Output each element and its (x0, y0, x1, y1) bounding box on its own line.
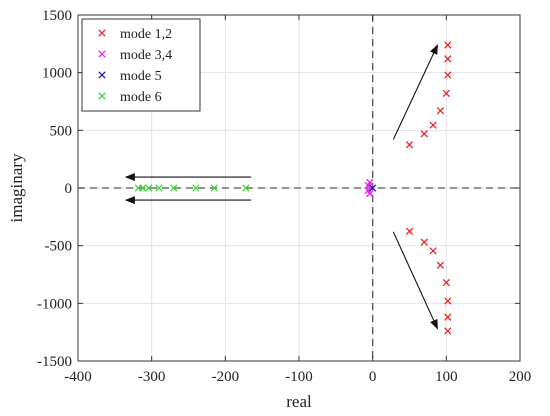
point-mode-6 (210, 184, 218, 192)
x-tick-label: -100 (285, 369, 313, 385)
legend-marker (98, 71, 106, 79)
legend: mode 1,2 mode 3,4 mode 5 mode 6 (81, 18, 201, 112)
point-mode-1-2 (444, 327, 452, 335)
x-tick-label: -300 (138, 369, 166, 385)
x-tick-label: -400 (64, 369, 92, 385)
legend-marker (98, 29, 106, 37)
point-mode-1-2 (405, 227, 414, 235)
x-axis-label: real (286, 392, 312, 411)
legend-label: mode 5 (120, 69, 162, 84)
point-mode-1-2 (442, 89, 450, 98)
legend-marker (98, 92, 106, 100)
point-mode-1-2 (420, 130, 428, 138)
point-mode-1-2 (420, 238, 428, 246)
x-tick-label: 0 (369, 369, 377, 385)
direction-arrows (124, 44, 438, 330)
point-mode-1-2 (429, 121, 437, 129)
axis-ticks: -400 -300 -200 -100 0 100 200-1500-1000-500050… (37, 8, 531, 385)
y-tick-label: -1500 (37, 354, 72, 370)
direction-arrow (392, 44, 438, 140)
direction-arrow (392, 231, 438, 330)
point-mode-1-2 (444, 41, 452, 49)
point-mode-1-2 (436, 261, 445, 269)
point-mode-3-4 (364, 186, 372, 195)
point-mode-6 (242, 184, 250, 192)
legend-label: mode 6 (120, 90, 162, 105)
point-mode-6 (192, 184, 200, 192)
point-mode-1-2 (444, 297, 452, 305)
legend-label: mode 1,2 (120, 27, 172, 42)
y-tick-label: -500 (45, 239, 73, 255)
y-tick-label: 1000 (42, 66, 72, 82)
point-mode-1-2 (429, 247, 437, 255)
y-tick-label: 500 (50, 123, 73, 139)
point-mode-6 (145, 184, 153, 192)
y-tick-label: -1000 (37, 296, 72, 312)
point-mode-1-2 (444, 55, 452, 63)
point-mode-1-2 (444, 71, 452, 79)
point-mode-1-2 (444, 313, 452, 321)
point-mode-1-2 (405, 141, 414, 149)
point-mode-6 (139, 184, 147, 192)
point-mode-1-2 (442, 278, 450, 287)
point-mode-6 (155, 184, 163, 192)
point-mode-6 (170, 184, 178, 192)
point-mode-1-2 (436, 107, 445, 115)
x-tick-label: -200 (212, 369, 240, 385)
data-points (134, 41, 452, 335)
legend-label: mode 3,4 (120, 48, 172, 63)
y-tick-label: 1500 (42, 8, 72, 24)
y-tick-label: 0 (65, 181, 73, 197)
y-axis-label: imaginary (7, 153, 26, 222)
point-mode-5 (369, 184, 377, 192)
x-tick-label: 100 (435, 369, 458, 385)
x-tick-label: 200 (509, 369, 532, 385)
legend-marker (98, 50, 106, 58)
